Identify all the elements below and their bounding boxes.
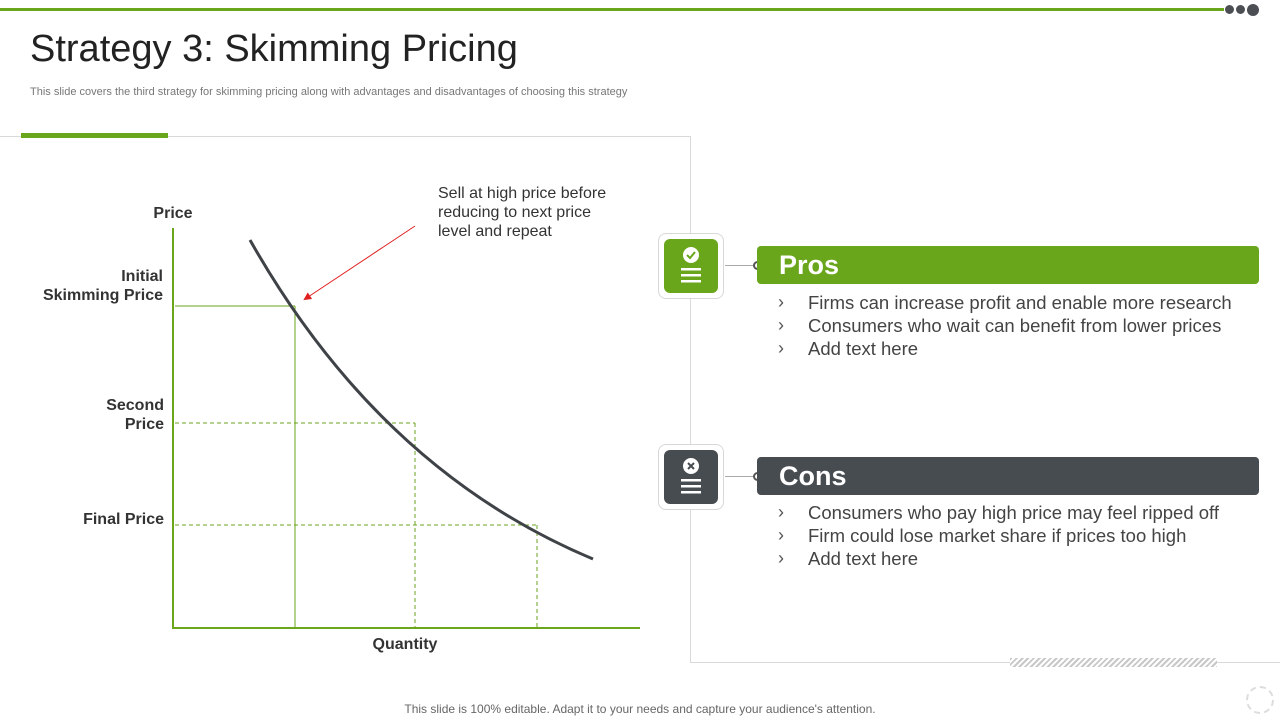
header-dot [1247,4,1259,16]
y-axis-label: Price [153,205,193,222]
second-price-label: Second Price [106,397,164,433]
skimming-diagram [172,225,640,629]
pros-title: Pros [779,250,840,280]
footer-note: This slide is 100% editable. Adapt it to… [404,702,876,716]
top-rule [0,8,1224,11]
list-item: › Consumers who wait can benefit from low… [778,315,1222,336]
header-dot [1236,5,1245,14]
cross-list-icon [664,450,718,504]
hatch-decoration [1010,658,1217,667]
pros-header-bar: Pros [757,246,1259,284]
page-title: Strategy 3: Skimming Pricing [30,28,518,70]
annotation-arrow [303,225,416,301]
check-list-icon [664,239,718,293]
list-item: › Add text here [778,338,919,359]
list-item: › Firm could lose market share if prices … [778,525,1187,546]
panel-accent-tab [21,133,168,138]
cons-header-bar: Cons [757,457,1259,495]
cons-title: Cons [779,461,847,491]
list-item: › Add text here [778,548,919,569]
list-item: › Consumers who pay high price may feel r… [778,502,1219,523]
arrow-annotation: Sell at high price before reducing to ne… [438,185,607,240]
header-dot [1225,5,1234,14]
pros-icon-box [658,233,724,299]
final-price-label: Final Price [83,511,164,528]
page-subtitle: This slide covers the third strategy for… [30,86,628,98]
corner-decoration [1246,686,1274,714]
demand-curve [248,239,594,561]
pros-connector [725,265,758,266]
cons-connector [725,476,758,477]
x-axis-label: Quantity [372,636,438,653]
cons-list: › Consumers who pay high price may feel r… [778,501,1219,570]
initial-skimming-price-label: Initial Skimming Price [42,268,163,304]
diagram-panel [0,136,691,663]
cons-icon-box [658,444,724,510]
pros-list: › Firms can increase profit and enable mo… [778,291,1232,360]
list-item: › Firms can increase profit and enable mo… [778,292,1232,313]
panel-bottom-rule [691,662,1280,663]
